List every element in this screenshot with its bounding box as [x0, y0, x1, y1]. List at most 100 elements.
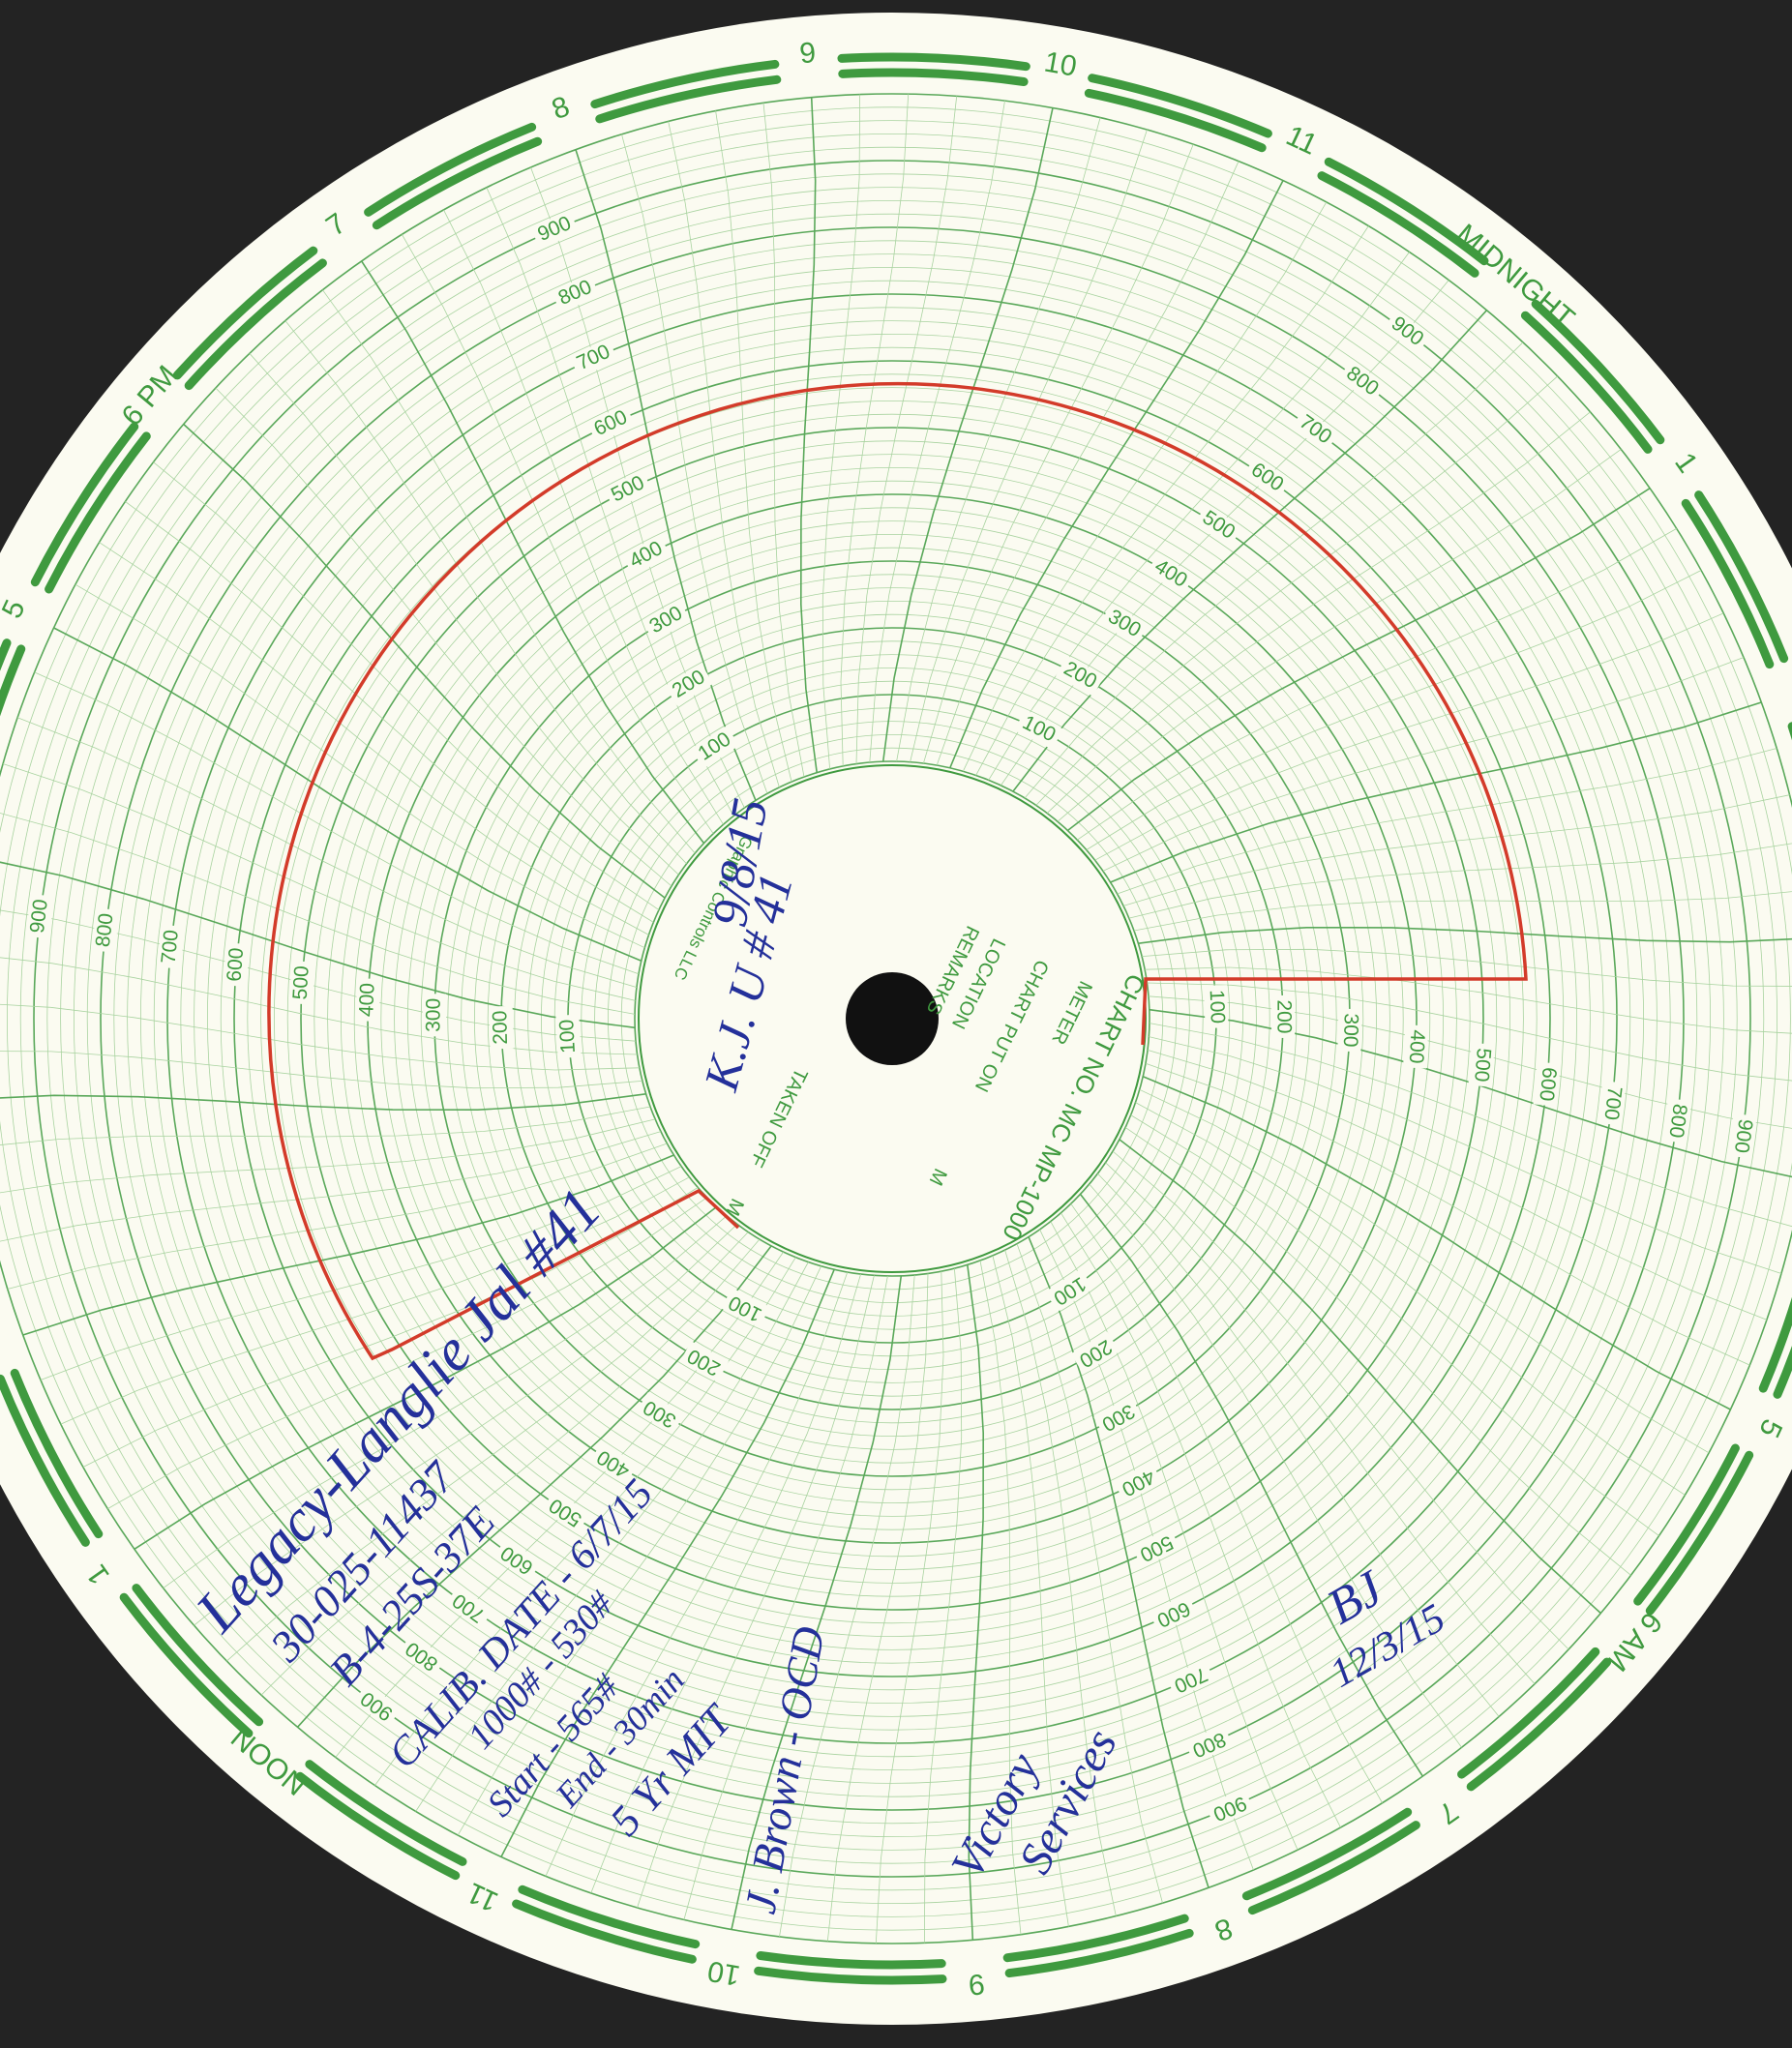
grid-circle-minor: [394, 520, 1390, 1517]
scale-label: 500: [1470, 1047, 1495, 1083]
grid-circle-minor: [19, 146, 1765, 1891]
time-line-minor: [637, 1275, 875, 1909]
time-line-minor: [962, 201, 1328, 772]
scale-label-bg: [1598, 1081, 1627, 1126]
scale-label: 800: [92, 912, 118, 948]
scale-label-bg: [642, 600, 691, 641]
hour-label: 10: [1042, 45, 1080, 82]
hour-label: 9: [968, 1968, 987, 2001]
grid-circle-minor: [380, 507, 1404, 1530]
grid-circle-minor: [127, 253, 1658, 1784]
time-line-minor: [60, 1176, 690, 1425]
grid-circle-minor: [487, 613, 1298, 1424]
grid-circle-major: [300, 427, 1484, 1611]
hour-band: [0, 644, 26, 717]
time-line-minor: [1060, 1212, 1341, 1828]
scale-label-bg: [1533, 1061, 1561, 1107]
scale-label-bg: [541, 1490, 590, 1533]
time-line-major: [1110, 701, 1762, 883]
scale-label-bg: [223, 942, 251, 988]
time-line-minor: [374, 1257, 796, 1786]
time-line-minor: [34, 671, 640, 975]
scale-label-bg: [1194, 504, 1243, 548]
scale-label-bg: [1291, 408, 1339, 453]
scale-label: 100: [1206, 990, 1229, 1024]
hour-band: [1084, 88, 1267, 153]
scale-label-bg: [530, 210, 580, 250]
scale-label: 400: [355, 983, 378, 1018]
time-line-minor: [107, 1197, 707, 1509]
scale-label-bg: [1045, 1268, 1094, 1312]
grid-circle-minor: [461, 587, 1324, 1450]
grid-circle-minor: [341, 467, 1444, 1570]
time-line-minor: [1016, 1243, 1163, 1904]
hour-band: [45, 431, 151, 594]
time-line-minor: [936, 161, 1239, 766]
grid-circle-minor: [74, 200, 1711, 1837]
hour-band: [1466, 1657, 1612, 1792]
hour-band: [30, 422, 139, 587]
hour-band: [1773, 1345, 1792, 1399]
time-line-minor: [194, 1224, 738, 1626]
scale-label-bg: [1468, 1042, 1495, 1087]
time-line-minor: [443, 209, 724, 825]
time-line-minor: [249, 353, 679, 876]
hour-band: [518, 1885, 701, 1949]
hour-band: [595, 74, 782, 124]
time-line-minor: [226, 1232, 749, 1662]
hour-band: [10, 1368, 104, 1539]
grid-circle-major: [100, 226, 1685, 1811]
time-line-major: [296, 1245, 772, 1728]
time-line-major: [22, 1154, 674, 1336]
grid-circle-major: [33, 160, 1751, 1878]
scale-label-bg: [1149, 1593, 1198, 1634]
grid-circle-minor: [274, 401, 1510, 1637]
hour-band: [1317, 171, 1479, 278]
time-line-major: [1012, 310, 1488, 792]
time-line-minor: [16, 717, 638, 988]
scale-label-bg: [1056, 655, 1105, 697]
grid-circle-minor: [60, 187, 1724, 1851]
time-line-minor: [762, 103, 805, 778]
scale-label: 700: [158, 929, 183, 965]
time-line-minor: [0, 1003, 640, 1071]
grid-circle-minor: [608, 734, 1178, 1304]
time-line-minor: [821, 94, 860, 769]
time-line-minor: [1070, 1203, 1383, 1803]
time-line-minor: [1089, 1183, 1462, 1748]
time-line-minor: [668, 121, 780, 788]
time-line-major: [1066, 488, 1651, 832]
hour-band: [1002, 1914, 1189, 1963]
hour-label: 10: [705, 1954, 743, 1991]
hour-band: [1241, 1807, 1413, 1901]
scale-label-bg: [1727, 1113, 1757, 1159]
time-line-major: [0, 1093, 646, 1112]
scale-label-bg: [1146, 552, 1195, 596]
scale-label: 300: [1339, 1013, 1362, 1048]
time-line-minor: [1149, 1036, 1782, 1274]
grid-circle-minor: [594, 721, 1190, 1317]
scale-label: 700: [1599, 1085, 1626, 1121]
time-line-major: [799, 97, 818, 773]
center-hole: [846, 972, 939, 1065]
time-line-minor: [1086, 570, 1702, 850]
time-line-minor: [924, 1268, 963, 1944]
grid-circle-minor: [553, 680, 1231, 1357]
scale-label-bg: [1270, 994, 1296, 1039]
grid-circle-minor: [207, 334, 1577, 1704]
hour-band: [295, 1771, 461, 1881]
time-line-minor: [0, 1051, 642, 1089]
scale-label: 900: [26, 898, 52, 935]
hour-band: [1457, 1647, 1600, 1779]
time-line-minor: [486, 187, 734, 816]
scale-label: 600: [223, 947, 248, 983]
scale-label-bg: [1337, 359, 1387, 404]
time-line-minor: [1142, 948, 1792, 987]
hour-band: [590, 59, 780, 109]
hour-band: [132, 1584, 264, 1727]
time-line-major: [183, 423, 666, 899]
time-line-minor: [992, 1255, 1069, 1927]
grid-circle-major: [166, 293, 1618, 1744]
scale-label-bg: [1113, 1461, 1163, 1502]
scale-label-bg: [1403, 1024, 1429, 1069]
